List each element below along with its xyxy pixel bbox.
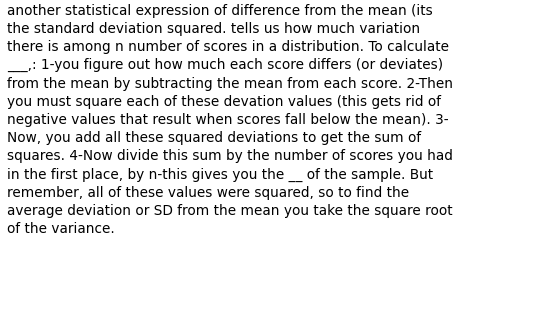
Text: another statistical expression of difference from the mean (its
the standard dev: another statistical expression of differ… — [7, 4, 453, 236]
